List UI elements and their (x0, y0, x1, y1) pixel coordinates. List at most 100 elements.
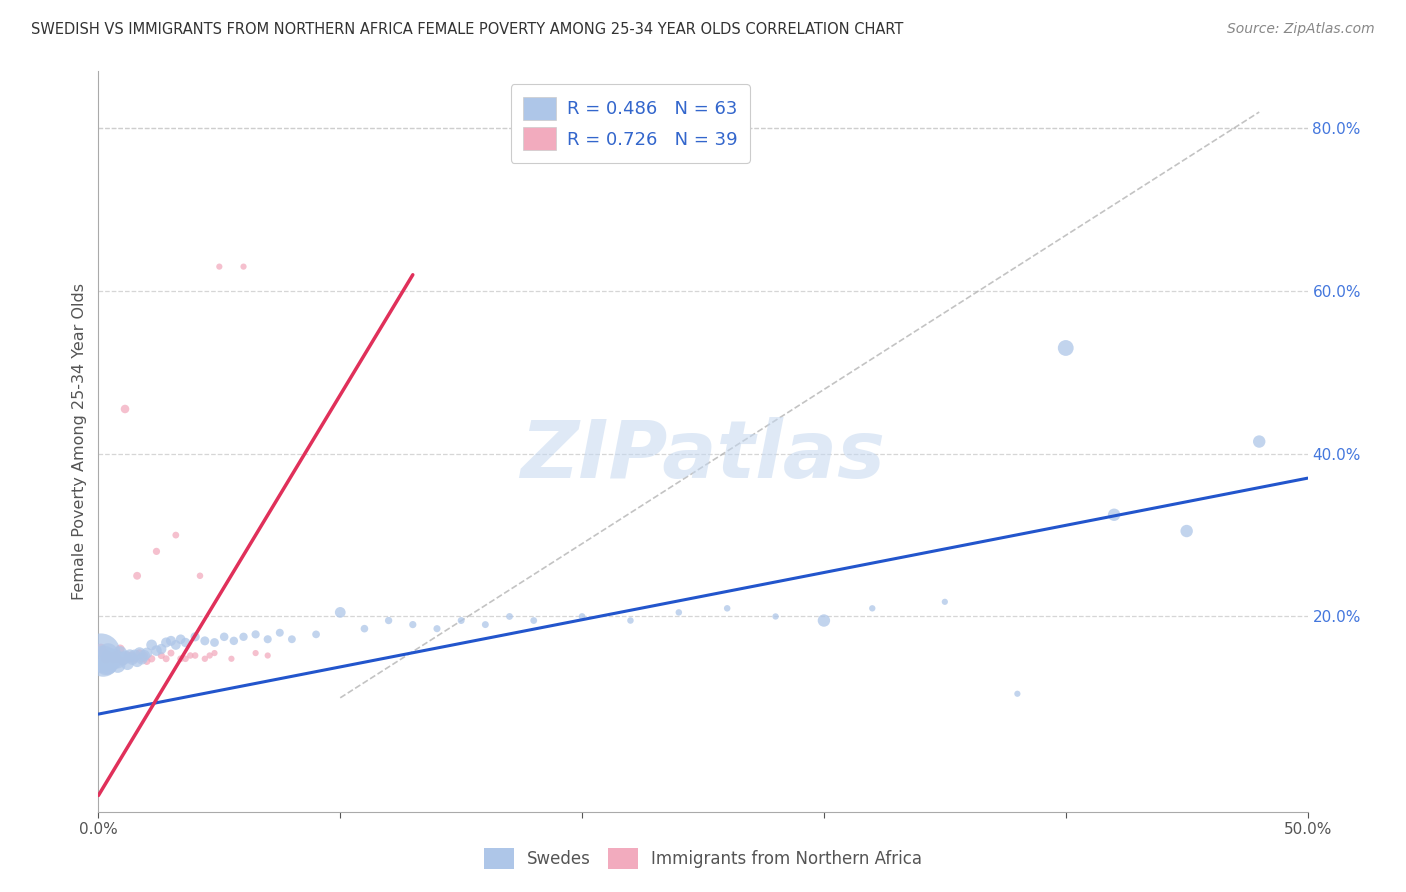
Point (94, 658, 117, 673)
Point (305, 627, 328, 641)
Point (174, 635, 197, 649)
Text: Source: ZipAtlas.com: Source: ZipAtlas.com (1227, 22, 1375, 37)
Point (256, 648, 278, 663)
Point (91, 646, 114, 660)
Point (232, 260, 254, 274)
Point (204, 646, 226, 660)
Point (155, 635, 177, 649)
Point (111, 654, 134, 668)
Point (426, 622, 449, 636)
Point (131, 652, 153, 666)
Point (124, 652, 146, 666)
Point (813, 614, 835, 628)
Point (377, 614, 399, 628)
Point (94, 652, 117, 666)
Point (188, 568, 211, 582)
Legend: Swedes, Immigrants from Northern Africa: Swedes, Immigrants from Northern Africa (475, 839, 931, 878)
Point (571, 609, 593, 624)
Point (221, 652, 243, 666)
Point (100, 650, 122, 665)
Point (329, 606, 352, 620)
Point (165, 638, 187, 652)
Point (160, 646, 183, 660)
Point (97, 646, 120, 660)
Point (127, 568, 149, 582)
Point (1054, 341, 1077, 355)
Point (104, 648, 127, 663)
Point (97, 648, 120, 663)
Point (204, 635, 226, 649)
Point (121, 648, 143, 663)
Point (353, 622, 375, 636)
Point (232, 630, 254, 644)
Point (208, 260, 231, 274)
Point (135, 646, 157, 660)
Point (281, 632, 304, 647)
Point (117, 657, 139, 671)
Point (141, 652, 163, 666)
Point (145, 643, 167, 657)
Point (245, 646, 267, 660)
Point (121, 652, 143, 666)
Point (145, 544, 167, 558)
Text: ZIPatlas: ZIPatlas (520, 417, 886, 495)
Point (100, 650, 122, 665)
Point (1102, 508, 1125, 522)
Point (165, 528, 187, 542)
Point (716, 601, 738, 615)
Point (134, 648, 156, 663)
Point (179, 648, 201, 663)
Point (90, 646, 112, 660)
Point (402, 617, 425, 632)
Point (128, 646, 150, 660)
Point (1007, 687, 1029, 701)
Point (160, 633, 183, 648)
Point (134, 648, 156, 663)
Point (141, 638, 163, 652)
Point (184, 630, 207, 644)
Point (198, 648, 221, 663)
Point (474, 617, 496, 632)
Point (131, 652, 153, 666)
Point (269, 625, 291, 640)
Point (245, 627, 267, 641)
Point (104, 650, 127, 665)
Point (150, 648, 173, 663)
Point (108, 642, 131, 657)
Point (523, 614, 546, 628)
Point (107, 658, 129, 673)
Point (619, 614, 641, 628)
Point (108, 646, 131, 660)
Point (150, 642, 173, 657)
Point (118, 648, 141, 663)
Point (128, 646, 150, 660)
Point (127, 654, 149, 668)
Text: SWEDISH VS IMMIGRANTS FROM NORTHERN AFRICA FEMALE POVERTY AMONG 25-34 YEAR OLDS : SWEDISH VS IMMIGRANTS FROM NORTHERN AFRI… (31, 22, 903, 37)
Point (934, 595, 956, 609)
Point (107, 652, 129, 666)
Point (97, 658, 120, 673)
Point (450, 614, 472, 628)
Point (111, 652, 134, 666)
Point (194, 633, 217, 648)
Point (765, 609, 787, 624)
Point (668, 606, 690, 620)
Point (107, 654, 129, 668)
Point (124, 648, 146, 663)
Y-axis label: Female Poverty Among 25-34 Year Olds: Female Poverty Among 25-34 Year Olds (72, 283, 87, 600)
Point (117, 648, 139, 663)
Point (101, 652, 124, 666)
Point (114, 650, 136, 665)
Point (135, 654, 157, 668)
Point (212, 630, 235, 644)
Point (114, 402, 136, 417)
Point (222, 633, 245, 648)
Point (184, 648, 207, 663)
Point (498, 609, 520, 624)
Point (1249, 434, 1271, 449)
Point (90, 642, 112, 657)
Point (91, 654, 114, 668)
Point (118, 652, 141, 666)
Point (174, 652, 197, 666)
Point (194, 652, 217, 666)
